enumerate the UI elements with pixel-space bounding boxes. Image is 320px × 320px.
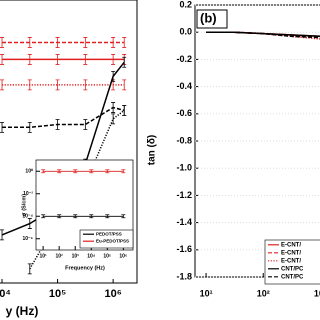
x-tick-label: 10¹ <box>200 288 213 298</box>
y-tick-label: 10⁻⁴ <box>22 214 33 220</box>
point-marker <box>27 263 32 275</box>
x-tick-label: 10⁶ <box>104 288 121 300</box>
legend-label: E-CNT/ <box>281 250 301 256</box>
x-tick-label: 10² <box>56 253 64 259</box>
y-tick-label: 10⁻² <box>23 191 33 197</box>
point-marker <box>111 71 116 82</box>
point-marker <box>89 214 94 219</box>
y-tick-label: 10⁰ <box>25 169 33 175</box>
point-marker <box>111 54 116 65</box>
y-tick-label: -0.8 <box>176 135 192 145</box>
point-marker <box>121 169 126 174</box>
point-marker <box>57 214 62 219</box>
legend-label: PEDOT/PSS <box>96 231 122 236</box>
point-marker <box>57 169 62 174</box>
x-tick-label: 10³ <box>314 288 320 298</box>
point-marker <box>105 214 110 219</box>
point-marker <box>83 79 88 91</box>
point-marker <box>0 79 5 91</box>
x-tick-label: 10⁴ <box>0 288 11 300</box>
y-tick-label: 0.2 <box>179 0 192 9</box>
point-marker <box>83 37 88 48</box>
series-line <box>206 31 320 39</box>
point-marker <box>121 214 126 219</box>
y-tick-label: -1.4 <box>176 217 192 227</box>
x-axis-label: Frequency (Hz) <box>65 265 105 271</box>
point-marker <box>27 37 32 48</box>
legend-label: CNT/PC <box>281 266 304 272</box>
point-marker <box>27 218 32 229</box>
y-tick-label: -0.6 <box>176 108 192 118</box>
point-marker <box>0 229 5 241</box>
x-tick-label: 10⁶ <box>119 253 127 259</box>
y-tick-label: -0.2 <box>176 54 192 64</box>
chart-title: (b) <box>200 10 217 25</box>
legend-label: Eu-PEDOT/PSS <box>96 238 129 243</box>
point-marker <box>27 54 32 65</box>
point-marker <box>105 169 110 174</box>
x-tick-label: 10³ <box>72 253 80 259</box>
point-marker <box>55 119 60 130</box>
x-tick-label: 10⁵ <box>103 253 112 259</box>
point-marker <box>122 56 127 68</box>
point-marker <box>0 54 5 65</box>
x-tick-label: 10⁵ <box>49 288 66 300</box>
point-marker <box>111 113 116 125</box>
point-marker <box>27 79 32 91</box>
y-tick-label: -1.6 <box>176 244 192 254</box>
point-marker <box>55 79 60 91</box>
point-marker <box>0 37 5 48</box>
y-tick-label: 0.0 <box>179 27 192 37</box>
point-marker <box>41 214 46 219</box>
title-box <box>196 9 228 29</box>
point-marker <box>83 54 88 65</box>
point-marker <box>41 169 46 174</box>
point-marker <box>27 121 32 133</box>
series-line <box>2 106 125 129</box>
point-marker <box>122 104 127 116</box>
point-marker <box>122 79 127 91</box>
point-marker <box>83 119 88 130</box>
point-marker <box>55 54 60 65</box>
y-tick-label: 10⁻⁶ <box>22 236 33 242</box>
x-axis-label: y (Hz) <box>6 304 39 318</box>
point-marker <box>0 121 5 133</box>
point-marker <box>122 37 127 48</box>
point-marker <box>89 169 94 174</box>
point-marker <box>55 37 60 48</box>
point-marker <box>73 214 78 219</box>
left-frame <box>0 0 138 284</box>
y-tick-label: -0.4 <box>176 81 192 91</box>
legend-label: E-CNT/ <box>281 242 301 248</box>
point-marker <box>111 37 116 48</box>
point-marker <box>73 169 78 174</box>
x-tick-label: 10¹ <box>40 253 48 259</box>
y-axis-label: tan (δ) <box>147 135 158 166</box>
point-marker <box>111 102 116 113</box>
x-tick-label: 10² <box>257 288 270 298</box>
y-tick-label: -1.0 <box>176 163 192 173</box>
x-tick-label: 10⁴ <box>87 253 96 259</box>
legend-label: CNT/PC <box>281 274 304 280</box>
y-tick-label: -1.8 <box>176 271 192 281</box>
legend-label: E-CNT/ <box>281 258 301 264</box>
y-tick-label: -1.2 <box>176 190 192 200</box>
y-axis-label: σ (S/cm) <box>21 194 27 216</box>
